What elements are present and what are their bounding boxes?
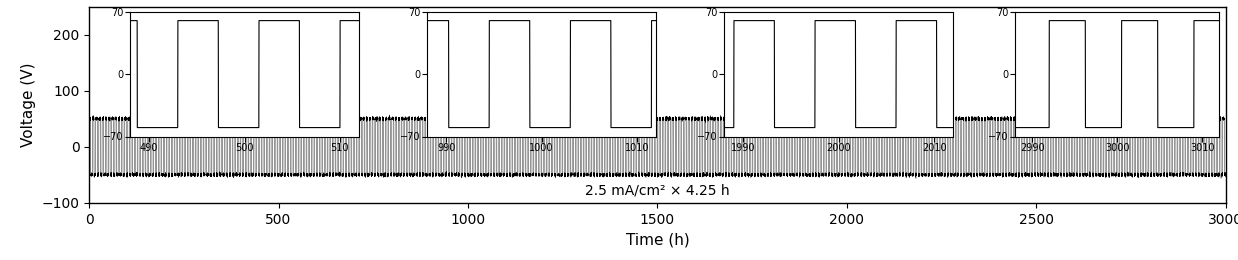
X-axis label: Time (h): Time (h) (625, 232, 690, 247)
Text: 2.5 mA/cm² × 4.25 h: 2.5 mA/cm² × 4.25 h (586, 184, 729, 197)
Y-axis label: Voltage (V): Voltage (V) (21, 62, 36, 147)
